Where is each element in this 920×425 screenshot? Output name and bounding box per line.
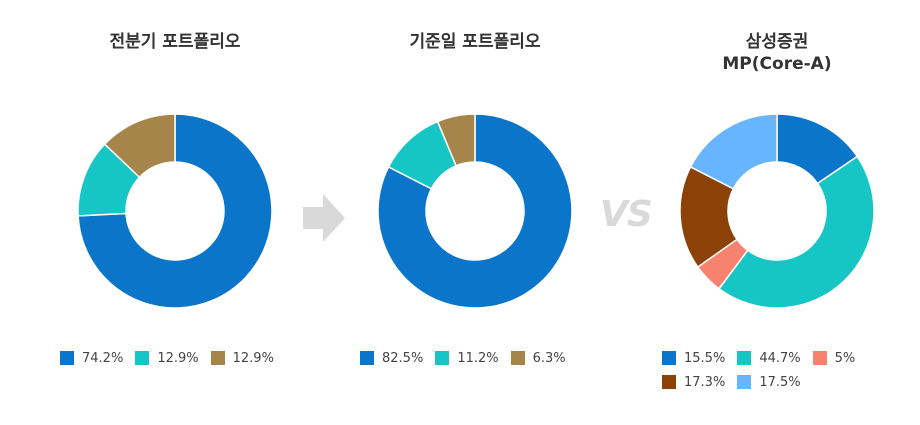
donut-slice-2[interactable]: [103, 113, 176, 179]
legend-label: 6.3%: [532, 350, 566, 366]
legend-item[interactable]: 15.5%: [662, 351, 725, 366]
legend-label: 82.5%: [382, 350, 424, 366]
legend-row: 17.3% 17.5%: [662, 372, 892, 392]
legend-item[interactable]: 5%: [812, 350, 856, 366]
legend-swatch: [662, 351, 676, 365]
legend-row: 74.2% 12.9% 12.9%: [60, 348, 320, 368]
donut-slice-2[interactable]: [436, 113, 476, 167]
arrow-right-icon: [303, 194, 345, 242]
chart-panel-previous-quarter: 전분기 포트폴리오 74.2% 12.9% 12.9%: [55, 0, 295, 425]
legend-swatch: [510, 351, 525, 365]
chart-title: 전분기 포트폴리오: [109, 32, 241, 52]
donut-slice-0[interactable]: [377, 113, 573, 309]
legend-label: 74.2%: [82, 350, 124, 366]
legend-swatch: [135, 351, 150, 365]
legend-item[interactable]: 74.2%: [60, 351, 123, 366]
chart-title: 삼성증권: [745, 32, 809, 52]
legend-label: 17.5%: [759, 374, 801, 390]
chart-subtitle: MP(Core-A): [722, 54, 832, 74]
chart-title: 기준일 포트폴리오: [409, 32, 541, 52]
legend-row: 82.5% 11.2% 6.3%: [360, 348, 620, 368]
donut-slice-1[interactable]: [717, 155, 875, 309]
donut-chart: [679, 113, 875, 309]
legend-item[interactable]: 44.7%: [737, 350, 801, 366]
legend-label: 15.5%: [684, 350, 726, 366]
chart-legend: 15.5% 44.7% 5% 17.3% 17.5%: [662, 348, 892, 396]
legend-item[interactable]: 12.9%: [135, 350, 199, 366]
donut-slice-4[interactable]: [689, 113, 778, 190]
legend-item[interactable]: 17.3%: [662, 375, 725, 390]
legend-item[interactable]: 12.9%: [210, 350, 274, 366]
legend-label: 12.9%: [232, 350, 274, 366]
legend-swatch: [662, 375, 676, 389]
legend-item[interactable]: 6.3%: [510, 350, 566, 366]
legend-swatch: [737, 375, 752, 389]
legend-row: 15.5% 44.7% 5%: [662, 348, 892, 368]
donut-chart: [77, 113, 273, 309]
chart-panel-base-date: 기준일 포트폴리오 82.5% 11.2% 6.3%: [355, 0, 595, 425]
legend-label: 44.7%: [759, 350, 801, 366]
vs-label: VS: [600, 194, 653, 235]
donut-slice-0[interactable]: [77, 113, 273, 309]
legend-label: 17.3%: [684, 374, 726, 390]
legend-swatch: [435, 351, 450, 365]
legend-item[interactable]: 17.5%: [737, 374, 801, 390]
legend-swatch: [60, 351, 74, 365]
chart-panel-samsung-mp: 삼성증권 MP(Core-A) 15.5% 44.7% 5% 17.3% 17.5%: [657, 0, 897, 425]
chart-legend: 82.5% 11.2% 6.3%: [360, 348, 620, 372]
legend-swatch: [737, 351, 752, 365]
legend-swatch: [210, 351, 225, 365]
legend-label: 11.2%: [457, 350, 499, 366]
legend-swatch: [360, 351, 374, 365]
legend-item[interactable]: 82.5%: [360, 351, 423, 366]
chart-legend: 74.2% 12.9% 12.9%: [60, 348, 320, 372]
donut-chart: [377, 113, 573, 309]
legend-item[interactable]: 11.2%: [435, 350, 499, 366]
legend-swatch: [812, 351, 827, 365]
legend-label: 12.9%: [157, 350, 199, 366]
legend-label: 5%: [834, 350, 856, 366]
